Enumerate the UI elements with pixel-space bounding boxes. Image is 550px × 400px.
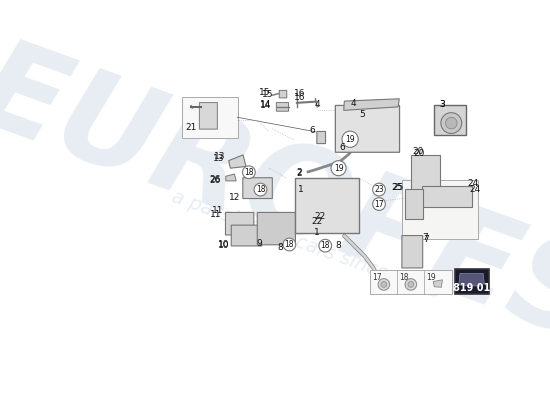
FancyBboxPatch shape bbox=[422, 186, 472, 207]
Circle shape bbox=[342, 131, 358, 147]
Circle shape bbox=[373, 198, 386, 210]
Text: 26: 26 bbox=[210, 175, 221, 184]
Text: 4: 4 bbox=[314, 100, 320, 109]
Text: 20: 20 bbox=[414, 149, 425, 158]
Text: 18: 18 bbox=[285, 240, 294, 249]
Polygon shape bbox=[459, 274, 484, 286]
Text: 18: 18 bbox=[256, 185, 265, 194]
Text: 19: 19 bbox=[427, 274, 436, 282]
FancyBboxPatch shape bbox=[243, 178, 272, 198]
Circle shape bbox=[408, 282, 414, 287]
Text: 11: 11 bbox=[210, 210, 222, 219]
Text: 11: 11 bbox=[212, 206, 223, 216]
Text: 3: 3 bbox=[439, 100, 445, 109]
FancyBboxPatch shape bbox=[317, 132, 326, 144]
Text: 17: 17 bbox=[373, 274, 382, 282]
Text: 10: 10 bbox=[218, 240, 229, 249]
Text: 26: 26 bbox=[210, 176, 221, 186]
FancyBboxPatch shape bbox=[279, 90, 287, 98]
Text: 22: 22 bbox=[314, 212, 326, 221]
Text: 16: 16 bbox=[294, 92, 306, 102]
Text: 17: 17 bbox=[374, 200, 384, 208]
Polygon shape bbox=[433, 280, 442, 287]
Polygon shape bbox=[226, 174, 236, 181]
Text: 2: 2 bbox=[296, 170, 302, 178]
FancyBboxPatch shape bbox=[276, 102, 289, 111]
FancyBboxPatch shape bbox=[402, 180, 478, 239]
Text: 18: 18 bbox=[321, 241, 330, 250]
Circle shape bbox=[446, 117, 457, 129]
FancyBboxPatch shape bbox=[336, 106, 399, 152]
Text: 12: 12 bbox=[229, 192, 240, 202]
Text: 15: 15 bbox=[260, 88, 271, 98]
Circle shape bbox=[243, 166, 255, 178]
Text: 19: 19 bbox=[334, 164, 343, 173]
Text: 4: 4 bbox=[350, 100, 356, 108]
Text: 819 01: 819 01 bbox=[454, 283, 491, 293]
Text: 8: 8 bbox=[336, 241, 342, 250]
FancyBboxPatch shape bbox=[231, 225, 262, 246]
Text: 20: 20 bbox=[412, 148, 424, 156]
Text: 22: 22 bbox=[311, 217, 323, 226]
Text: 13: 13 bbox=[214, 152, 225, 161]
Text: 6: 6 bbox=[309, 126, 315, 134]
FancyBboxPatch shape bbox=[226, 212, 254, 235]
Text: 2: 2 bbox=[296, 168, 302, 177]
Text: 1: 1 bbox=[314, 228, 320, 238]
Circle shape bbox=[441, 113, 461, 134]
Text: 3: 3 bbox=[440, 100, 446, 109]
Text: 24: 24 bbox=[470, 185, 481, 194]
FancyBboxPatch shape bbox=[410, 154, 440, 190]
Text: 7: 7 bbox=[424, 235, 430, 244]
Text: 23: 23 bbox=[374, 185, 384, 194]
Text: 6: 6 bbox=[339, 143, 345, 152]
Text: 8: 8 bbox=[278, 243, 284, 252]
FancyBboxPatch shape bbox=[405, 189, 423, 219]
Text: 13: 13 bbox=[212, 154, 224, 164]
FancyBboxPatch shape bbox=[433, 106, 466, 135]
Text: 25: 25 bbox=[392, 183, 403, 192]
Circle shape bbox=[373, 183, 386, 196]
Polygon shape bbox=[229, 155, 246, 168]
Text: 16: 16 bbox=[294, 89, 306, 98]
Text: 9: 9 bbox=[256, 239, 262, 248]
FancyBboxPatch shape bbox=[370, 270, 452, 294]
Text: 15: 15 bbox=[262, 90, 273, 99]
FancyBboxPatch shape bbox=[257, 212, 295, 245]
Circle shape bbox=[378, 279, 389, 290]
Circle shape bbox=[283, 238, 296, 251]
FancyBboxPatch shape bbox=[182, 97, 238, 138]
Circle shape bbox=[405, 279, 416, 290]
Text: 24: 24 bbox=[467, 179, 478, 188]
Text: 14: 14 bbox=[260, 100, 271, 109]
Text: 25: 25 bbox=[392, 183, 403, 192]
Text: a passion for cars since 1985: a passion for cars since 1985 bbox=[169, 187, 444, 302]
FancyBboxPatch shape bbox=[200, 102, 217, 129]
FancyBboxPatch shape bbox=[402, 236, 423, 268]
Text: 10: 10 bbox=[218, 241, 230, 250]
Text: 18: 18 bbox=[244, 168, 254, 177]
Circle shape bbox=[254, 183, 267, 196]
Circle shape bbox=[331, 161, 346, 176]
FancyBboxPatch shape bbox=[455, 268, 489, 294]
Text: 21: 21 bbox=[185, 123, 197, 132]
Text: 5: 5 bbox=[359, 110, 365, 119]
Text: 19: 19 bbox=[345, 135, 355, 144]
Text: EUROPES: EUROPES bbox=[0, 29, 550, 367]
Text: 7: 7 bbox=[422, 233, 428, 242]
Circle shape bbox=[381, 282, 387, 287]
Text: 14: 14 bbox=[260, 101, 271, 110]
Polygon shape bbox=[344, 99, 399, 110]
Text: 18: 18 bbox=[400, 274, 409, 282]
FancyBboxPatch shape bbox=[295, 178, 359, 233]
Circle shape bbox=[319, 239, 332, 252]
Text: 1: 1 bbox=[298, 185, 304, 194]
